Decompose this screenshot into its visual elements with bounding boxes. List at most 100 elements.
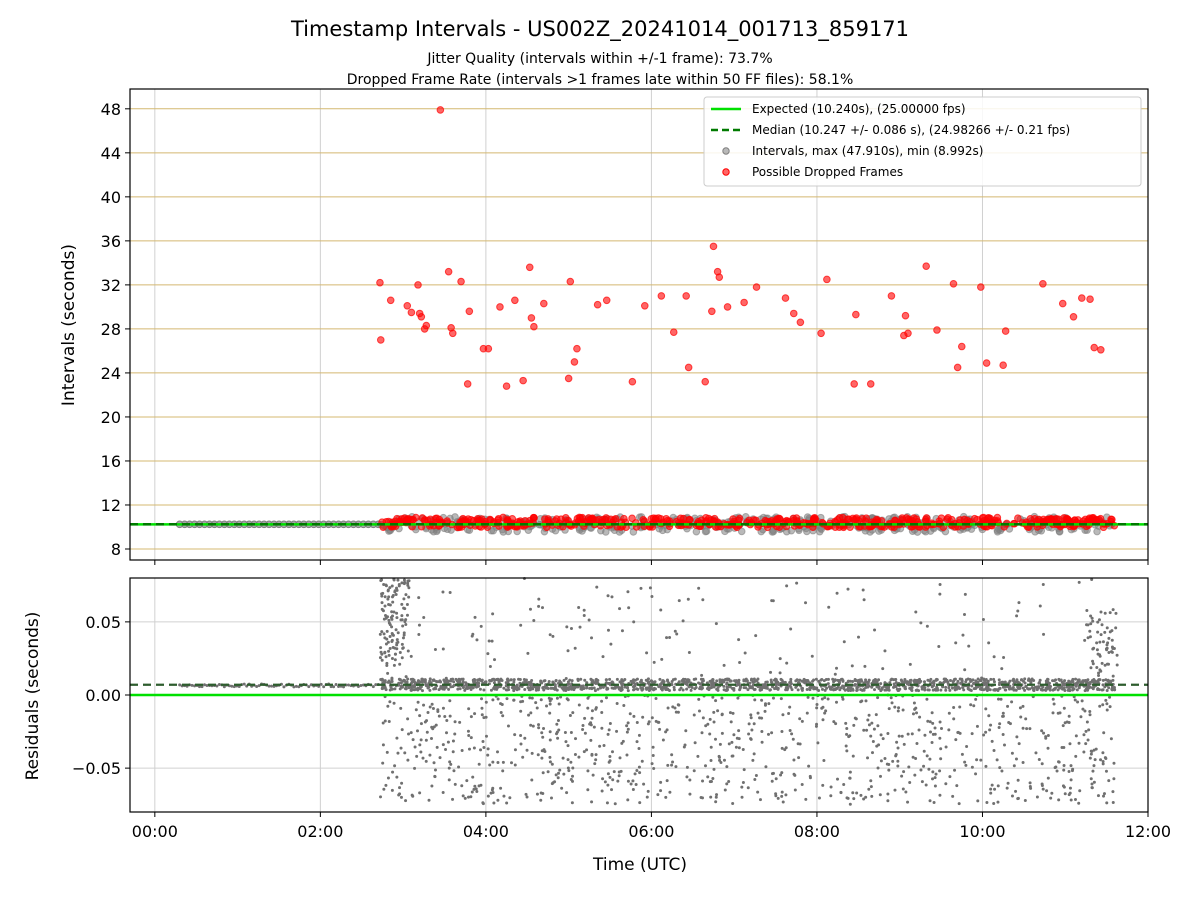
residual-point bbox=[564, 677, 568, 681]
residual-point bbox=[282, 685, 286, 689]
residual-point bbox=[390, 610, 394, 614]
residual-point bbox=[1106, 641, 1110, 645]
residual-point bbox=[1111, 800, 1115, 804]
residual-point bbox=[795, 678, 799, 682]
residual-point bbox=[547, 696, 551, 700]
residual-point bbox=[1049, 796, 1053, 800]
dropped-frame-point bbox=[1090, 343, 1099, 352]
residual-point bbox=[989, 787, 993, 791]
residual-point bbox=[383, 719, 387, 723]
residual-point bbox=[486, 747, 490, 751]
residual-point bbox=[433, 768, 437, 772]
residual-point bbox=[1099, 669, 1103, 673]
residual-point bbox=[388, 681, 392, 685]
residual-point bbox=[738, 688, 742, 692]
residual-point bbox=[938, 592, 942, 596]
residual-point bbox=[531, 687, 535, 691]
residual-point bbox=[1046, 677, 1050, 681]
residual-point bbox=[869, 779, 873, 783]
residual-point bbox=[1062, 683, 1066, 687]
residual-point bbox=[1070, 769, 1074, 773]
residual-point bbox=[888, 681, 892, 685]
residual-point bbox=[205, 684, 209, 688]
residual-point bbox=[701, 598, 705, 602]
residual-point bbox=[978, 678, 982, 682]
residual-point bbox=[476, 678, 480, 682]
dropped-frame-point bbox=[796, 318, 805, 327]
residual-point bbox=[612, 686, 616, 690]
residual-point bbox=[852, 723, 856, 727]
residual-point bbox=[402, 578, 406, 582]
residual-point bbox=[560, 786, 564, 790]
residual-point bbox=[938, 720, 942, 724]
residual-point bbox=[763, 683, 767, 687]
residual-point bbox=[854, 717, 858, 721]
residual-point bbox=[932, 683, 936, 687]
residual-point bbox=[1050, 791, 1054, 795]
residual-point bbox=[1088, 713, 1092, 717]
residual-point bbox=[784, 793, 788, 797]
residual-point bbox=[1111, 674, 1115, 678]
residual-point bbox=[737, 746, 741, 750]
residual-point bbox=[389, 685, 393, 689]
residual-point bbox=[979, 758, 983, 762]
residual-point bbox=[402, 633, 406, 637]
residual-point bbox=[923, 686, 927, 690]
residual-point bbox=[644, 686, 648, 690]
residual-point bbox=[606, 772, 610, 776]
residual-point bbox=[826, 677, 830, 681]
residual-point bbox=[380, 594, 384, 598]
residual-point bbox=[928, 720, 932, 724]
residual-point bbox=[1084, 742, 1088, 746]
residual-point bbox=[722, 663, 726, 667]
residual-point bbox=[329, 685, 333, 689]
dropped-frame-point bbox=[982, 359, 991, 367]
dropped-frame-point bbox=[686, 515, 694, 524]
residual-point bbox=[878, 793, 882, 797]
residual-point bbox=[688, 792, 692, 796]
residual-point bbox=[1032, 678, 1036, 682]
residual-point bbox=[557, 771, 561, 775]
residual-point bbox=[1088, 709, 1092, 713]
residual-point bbox=[853, 678, 857, 682]
residual-point bbox=[712, 720, 716, 724]
residual-point bbox=[391, 595, 395, 599]
residual-point bbox=[773, 677, 777, 681]
residual-point bbox=[583, 731, 587, 735]
residual-point bbox=[549, 796, 553, 800]
residual-point bbox=[989, 677, 993, 681]
residual-point bbox=[605, 686, 609, 690]
residual-point bbox=[242, 682, 246, 686]
residual-point bbox=[708, 732, 712, 736]
residual-point bbox=[398, 687, 402, 691]
residual-point bbox=[518, 677, 522, 681]
residual-point bbox=[873, 688, 877, 692]
residual-point bbox=[395, 638, 399, 642]
residual-point bbox=[1062, 764, 1066, 768]
dropped-frame-point bbox=[525, 263, 534, 272]
residual-point bbox=[383, 679, 387, 683]
residual-point bbox=[967, 644, 971, 648]
residual-point bbox=[780, 771, 784, 775]
residual-point bbox=[665, 636, 669, 640]
residual-point bbox=[927, 688, 931, 692]
residual-point bbox=[1108, 611, 1112, 615]
residual-point bbox=[783, 680, 787, 684]
residual-point bbox=[638, 801, 642, 805]
residual-point bbox=[573, 753, 577, 757]
residual-point bbox=[658, 677, 662, 681]
residual-point bbox=[1111, 646, 1115, 650]
residual-point bbox=[406, 649, 410, 653]
residual-point bbox=[687, 651, 691, 655]
residual-point bbox=[478, 687, 482, 691]
residual-point bbox=[683, 677, 687, 681]
legend-label-expected: Expected (10.240s), (25.00000 fps) bbox=[752, 102, 966, 116]
residual-point bbox=[396, 751, 400, 755]
residual-point bbox=[779, 773, 783, 777]
residual-point bbox=[826, 682, 830, 686]
residual-point bbox=[664, 730, 668, 734]
residual-point bbox=[832, 687, 836, 691]
residual-point bbox=[720, 678, 724, 682]
residual-point bbox=[789, 680, 793, 684]
residual-point bbox=[531, 724, 535, 728]
